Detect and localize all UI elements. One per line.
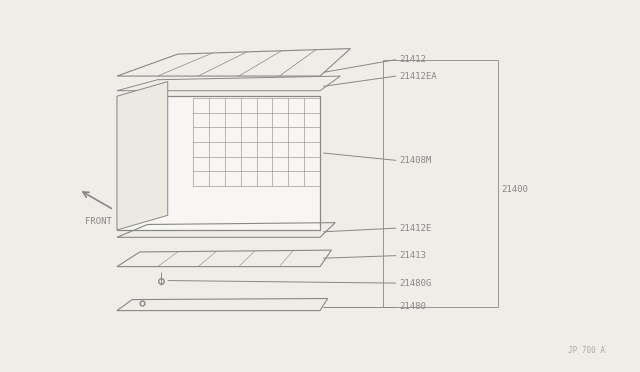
Text: 21412EA: 21412EA	[399, 71, 437, 81]
Text: 21412E: 21412E	[399, 224, 431, 232]
Text: 21480: 21480	[399, 302, 426, 311]
Polygon shape	[117, 81, 168, 230]
Text: 21412: 21412	[399, 55, 426, 64]
Text: JP 700 A: JP 700 A	[568, 346, 605, 355]
Text: 21408M: 21408M	[399, 156, 431, 165]
Text: FRONT: FRONT	[85, 217, 112, 226]
Text: 21413: 21413	[399, 251, 426, 260]
Polygon shape	[117, 96, 320, 230]
Text: 21480G: 21480G	[399, 279, 431, 288]
Text: 21400: 21400	[501, 185, 528, 194]
